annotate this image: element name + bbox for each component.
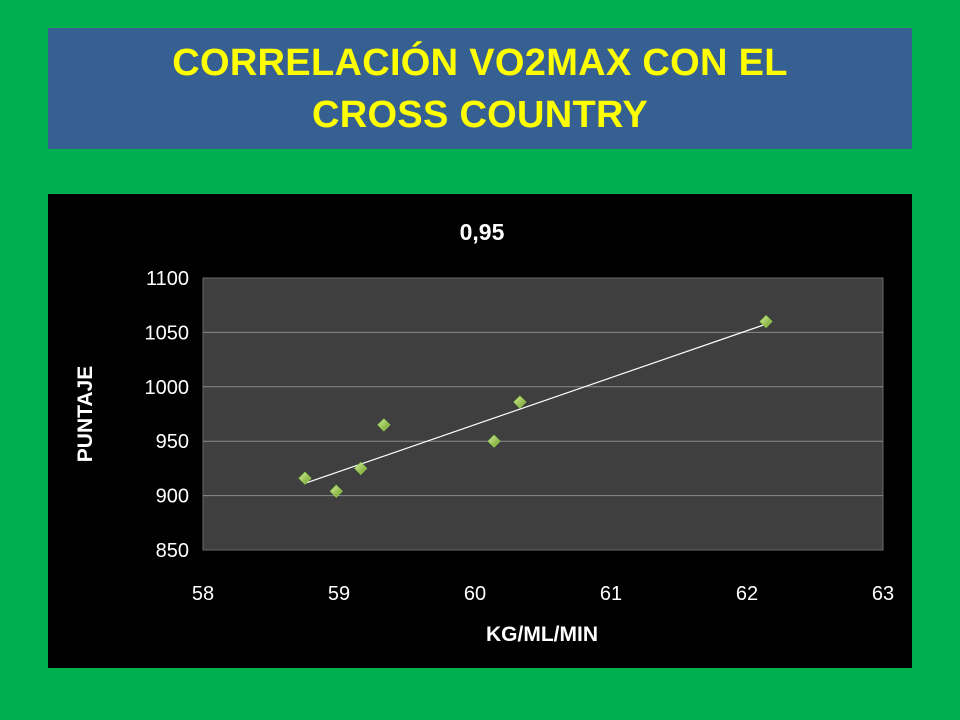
data-point xyxy=(298,471,312,485)
data-point xyxy=(513,395,527,409)
title-banner: CORRELACIÓN VO2MAX CON EL CROSS COUNTRY xyxy=(48,28,912,149)
data-point xyxy=(354,461,368,475)
x-tick-label: 62 xyxy=(736,583,758,605)
gridlines xyxy=(203,331,883,497)
y-tick-label: 900 xyxy=(156,486,189,508)
x-axis-title: KG/ML/MIN xyxy=(486,623,598,646)
y-axis-title: PUNTAJE xyxy=(74,366,97,462)
x-tick-label: 59 xyxy=(328,583,350,605)
y-tick-label: 1100 xyxy=(146,268,189,290)
y-tick-label: 850 xyxy=(156,540,189,562)
data-point xyxy=(487,434,501,448)
x-tick-label: 61 xyxy=(600,583,622,605)
trendline-layer xyxy=(304,323,767,484)
chart-area: 0,95 850 900 950 1000 1050 1100 58 59 60 61 62 63 … xyxy=(48,194,912,668)
x-axis-ticks: 58 59 60 61 62 63 xyxy=(192,583,894,605)
chart-title: 0,95 xyxy=(460,219,505,245)
y-tick-label: 1000 xyxy=(145,377,190,399)
x-tick-label: 60 xyxy=(464,583,486,605)
x-tick-label: 58 xyxy=(192,583,214,605)
x-tick-label: 63 xyxy=(872,583,894,605)
data-points xyxy=(298,314,773,498)
y-axis-ticks: 850 900 950 1000 1050 1100 xyxy=(145,268,190,562)
data-point xyxy=(759,314,773,329)
plot-area xyxy=(202,277,884,551)
y-tick-label: 950 xyxy=(156,431,189,453)
data-point xyxy=(377,418,391,432)
slide-title-line-1: CORRELACIÓN VO2MAX CON EL xyxy=(172,41,788,84)
trendline xyxy=(304,323,767,484)
y-tick-label: 1050 xyxy=(145,322,190,344)
slide-title-line-2: CROSS COUNTRY xyxy=(311,93,649,136)
data-point xyxy=(329,484,343,498)
